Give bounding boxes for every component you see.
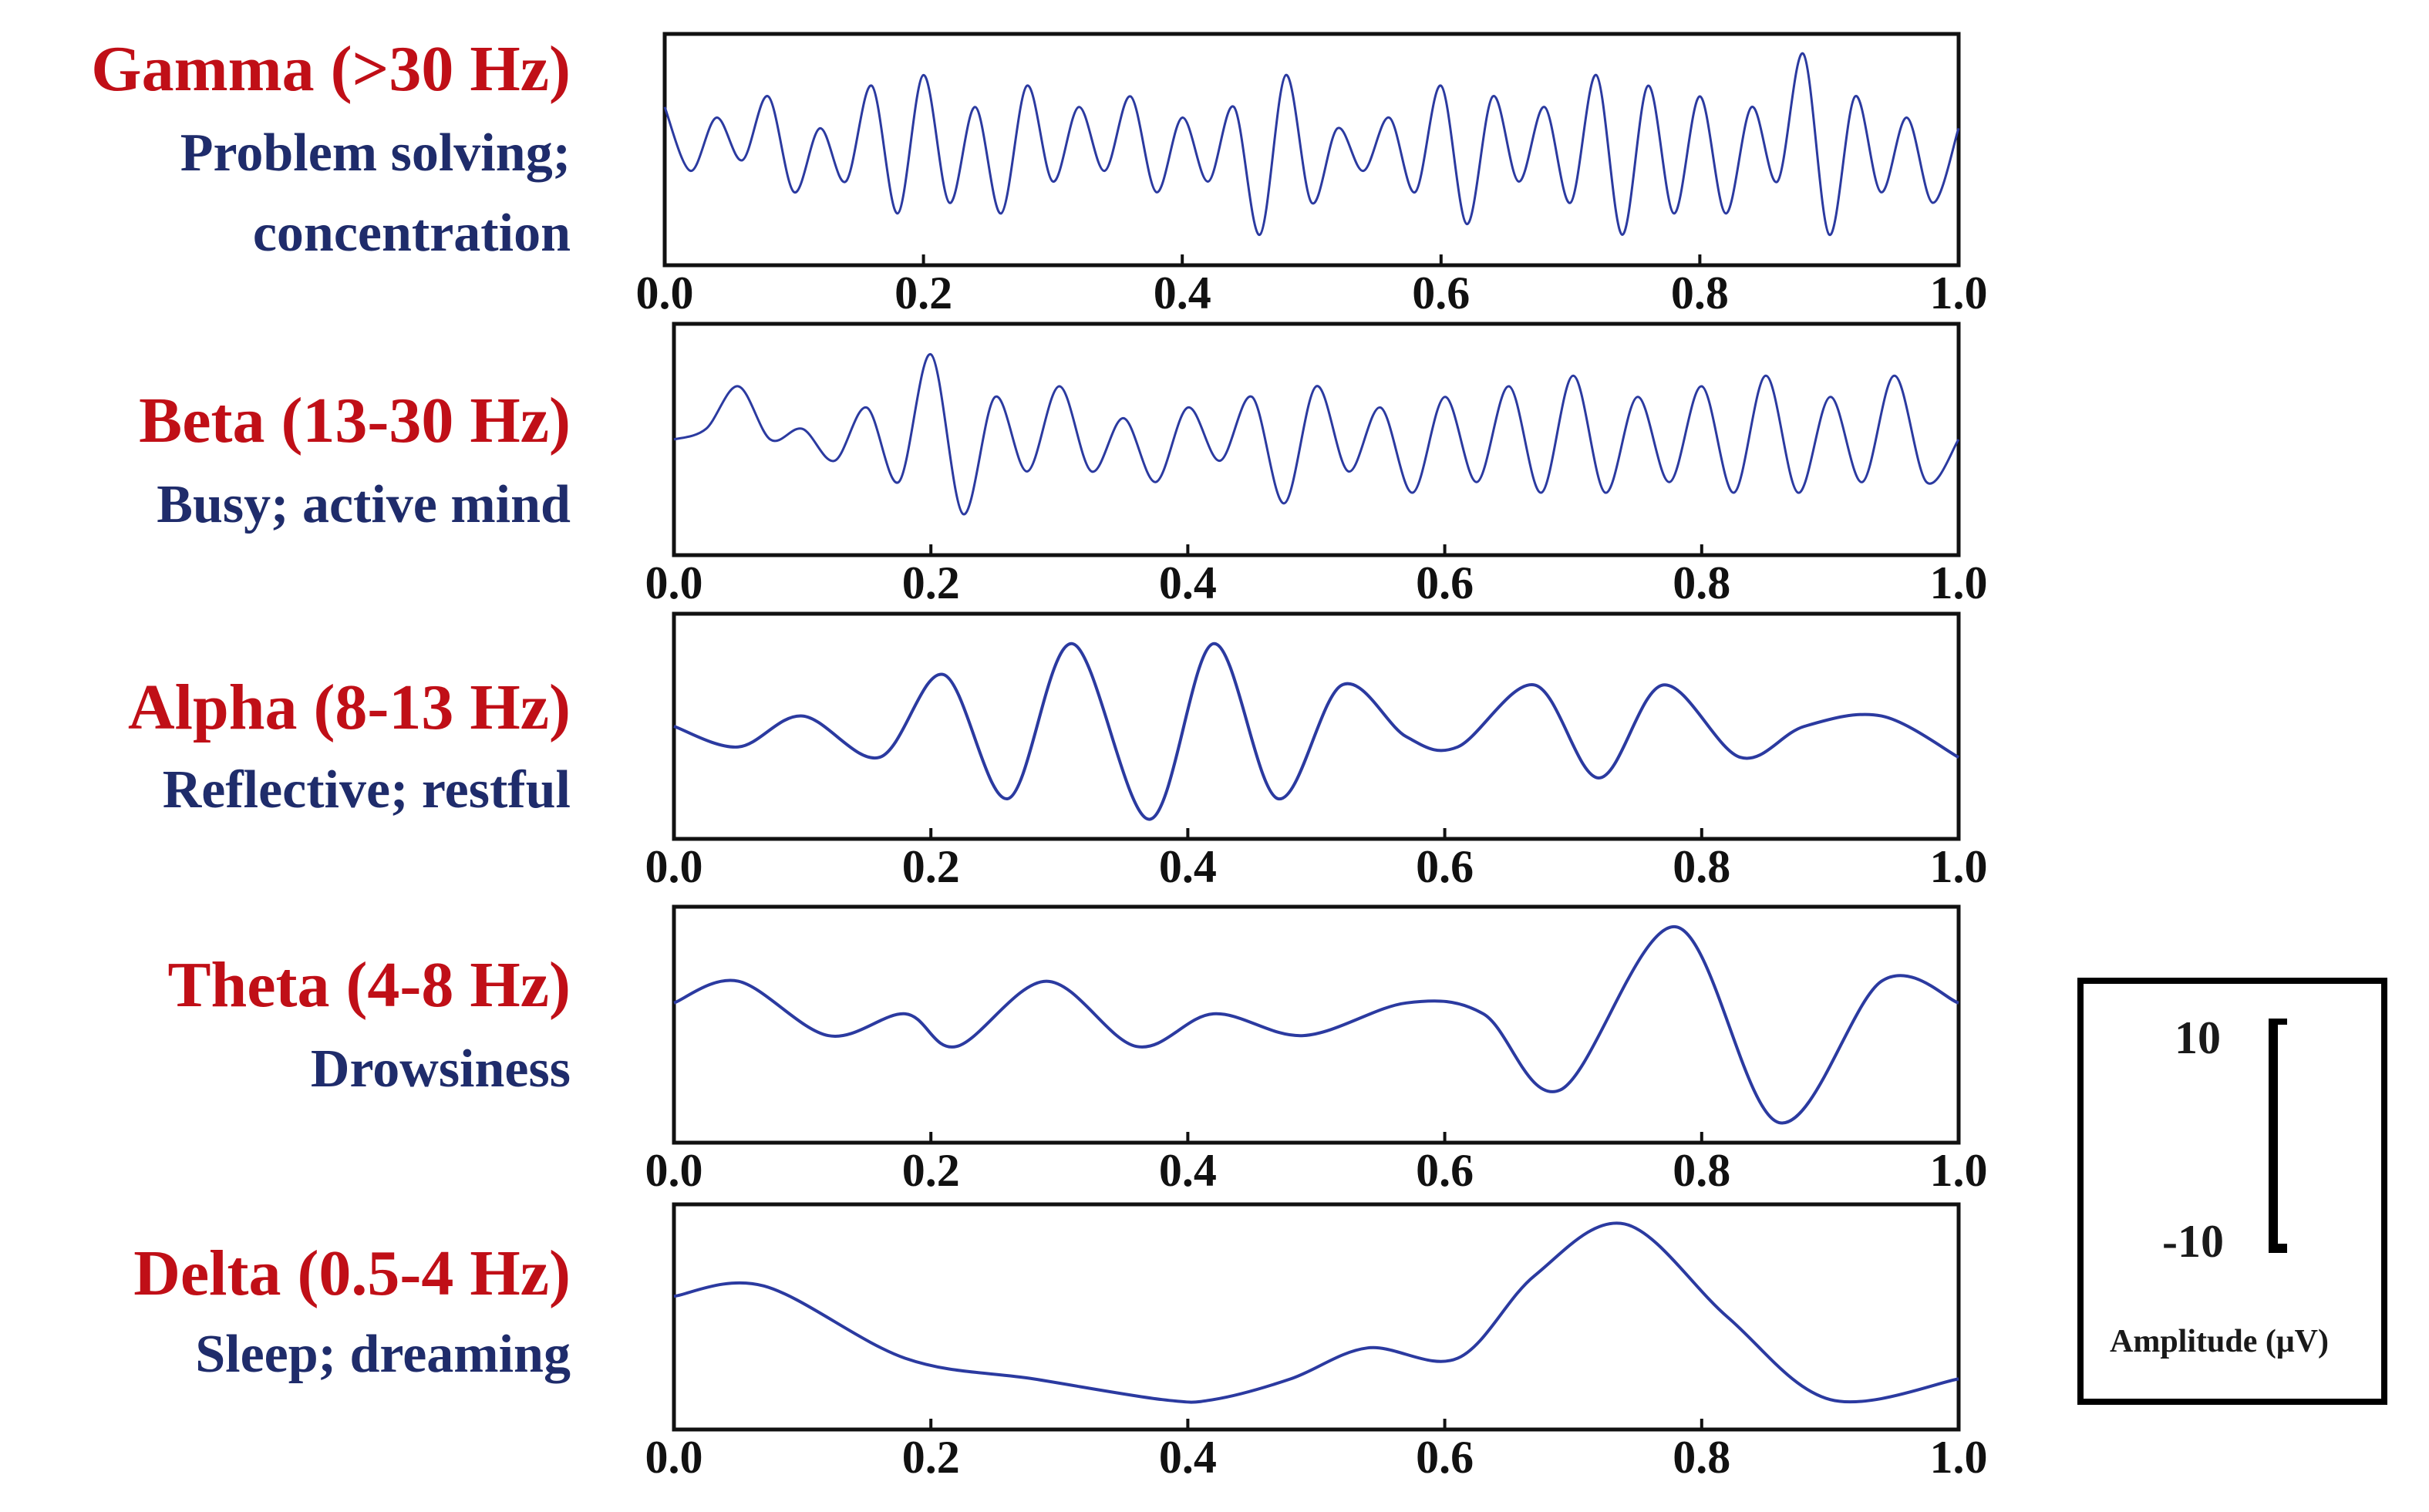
alpha-wave-trace [673,642,1959,821]
theta-x-tick-label: 0.6 [1416,1145,1474,1196]
theta-x-tick-label: 0.2 [902,1145,960,1196]
gamma-x-tick-label: 0.6 [1412,268,1470,318]
theta-plot-frame [672,904,1961,1145]
delta-x-tick-label: 1.0 [1930,1432,1988,1483]
delta-x-tick-label: 0.2 [902,1432,960,1483]
beta-x-tick-label: 0.8 [1673,557,1730,608]
beta-x-tick-label: 0.6 [1416,557,1474,608]
alpha-x-tick-label: 0.2 [902,841,960,892]
theta-band-title: Theta (4-8 Hz) [167,949,571,1021]
beta-x-tick-label: 0.0 [645,557,703,608]
alpha-x-tick-label: 1.0 [1930,841,1988,892]
alpha-band-description: Reflective; restful [162,760,571,820]
gamma-x-tick-label: 0.2 [894,268,952,318]
scale-bar-icon [2269,1019,2287,1253]
gamma-x-tick-label: 0.0 [636,268,694,318]
delta-x-tick-label: 0.6 [1416,1432,1474,1483]
beta-band-title: Beta (13-30 Hz) [139,385,571,456]
scale-caption: Amplitude (μV) [2110,1324,2329,1359]
gamma-x-tick-label: 0.8 [1671,268,1729,318]
alpha-x-tick-label: 0.6 [1416,841,1474,892]
theta-x-tick-label: 1.0 [1930,1145,1988,1196]
delta-band-description: Sleep; dreaming [195,1325,571,1384]
gamma-x-tick-label: 0.4 [1154,268,1211,318]
alpha-band-title: Alpha (8-13 Hz) [128,672,571,743]
delta-wave-trace [673,1221,1959,1404]
gamma-band-description: Problem solving; [180,123,571,183]
beta-plot-frame [672,322,1961,557]
scale-bottom-label: -10 [2162,1216,2224,1267]
delta-band-title: Delta (0.5-4 Hz) [133,1238,571,1309]
theta-x-tick-label: 0.4 [1159,1145,1217,1196]
theta-x-tick-label: 0.8 [1673,1145,1730,1196]
beta-band-description: Busy; active mind [157,475,571,534]
beta-wave-trace [673,353,1960,516]
gamma-plot-frame [662,32,1961,268]
theta-wave-trace [673,925,1959,1125]
delta-plot-frame [672,1202,1961,1432]
theta-band-description: Drowsiness [310,1039,571,1099]
alpha-x-tick-label: 0.0 [645,841,703,892]
beta-x-tick-label: 0.2 [902,557,960,608]
gamma-x-tick-label: 1.0 [1930,268,1988,318]
beta-x-tick-label: 0.4 [1159,557,1217,608]
amplitude-scale-box: 10 -10 Amplitude (μV) [2077,978,2387,1405]
alpha-x-tick-label: 0.4 [1159,841,1217,892]
alpha-plot-frame [672,611,1961,841]
beta-x-tick-label: 1.0 [1930,557,1988,608]
delta-x-tick-label: 0.0 [645,1432,703,1483]
alpha-x-tick-label: 0.8 [1673,841,1730,892]
gamma-band-description: concentration [252,204,571,263]
theta-x-tick-label: 0.0 [645,1145,703,1196]
gamma-wave-trace [663,52,1960,236]
gamma-band-title: Gamma (>30 Hz) [91,33,571,105]
delta-x-tick-label: 0.4 [1159,1432,1217,1483]
scale-top-label: 10 [2175,1012,2221,1063]
delta-x-tick-label: 0.8 [1673,1432,1730,1483]
